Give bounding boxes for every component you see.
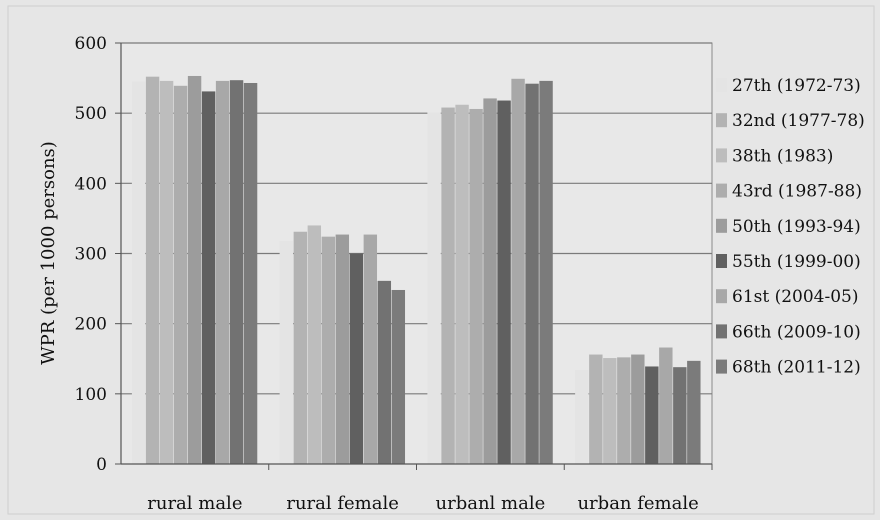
bar bbox=[617, 357, 631, 464]
bar bbox=[511, 78, 525, 464]
legend-entry[interactable]: 66th (2009-10) bbox=[732, 322, 861, 342]
x-category-labels: rural male rural female urbanl male urban f… bbox=[147, 493, 699, 514]
bar bbox=[173, 85, 188, 464]
bar bbox=[159, 80, 174, 464]
legend-entry[interactable]: 68th (2011-12) bbox=[732, 358, 861, 378]
legend-swatch bbox=[716, 359, 727, 374]
bar bbox=[575, 369, 589, 464]
y-tick-label: 0 bbox=[96, 455, 107, 475]
legend-entry[interactable]: 50th (1993-94) bbox=[732, 217, 861, 237]
axes bbox=[115, 42, 713, 470]
legend-swatch bbox=[716, 218, 727, 233]
legend-entry[interactable]: 32nd (1977-78) bbox=[732, 111, 865, 131]
bar bbox=[525, 83, 539, 465]
legend-swatch bbox=[716, 183, 727, 198]
bar bbox=[321, 236, 336, 464]
legend-swatch bbox=[716, 289, 727, 304]
legend-entry[interactable]: 43rd (1987-88) bbox=[732, 182, 862, 202]
y-tick-label: 600 bbox=[75, 34, 107, 54]
bar bbox=[307, 225, 322, 464]
bar bbox=[659, 347, 673, 464]
plot-area-frame bbox=[7, 5, 875, 515]
legend-swatch bbox=[716, 78, 727, 92]
x-category-label: rural female bbox=[286, 493, 399, 514]
bar bbox=[441, 107, 455, 464]
bar bbox=[243, 82, 258, 465]
x-category-label: urbanl male bbox=[436, 493, 546, 514]
legend-swatch bbox=[716, 148, 727, 163]
legend-swatch bbox=[716, 324, 727, 339]
legend[interactable]: 27th (1972-73) 32nd (1977-78) 38th (1983) 4… bbox=[716, 76, 865, 378]
legend-entry[interactable]: 61st (2004-05) bbox=[732, 287, 859, 307]
bar bbox=[687, 360, 701, 464]
y-tick-label: 300 bbox=[75, 245, 107, 265]
bar bbox=[603, 358, 617, 464]
bar bbox=[215, 80, 230, 464]
bar bbox=[279, 240, 294, 464]
legend-entry[interactable]: 27th (1972-73) bbox=[732, 76, 861, 96]
bar bbox=[645, 366, 659, 464]
legend-swatch bbox=[716, 254, 727, 268]
legend-entry[interactable]: 55th (1999-00) bbox=[732, 252, 861, 272]
bar bbox=[131, 81, 146, 464]
bar bbox=[427, 112, 441, 464]
bar bbox=[363, 234, 378, 464]
bar bbox=[229, 80, 244, 465]
y-tick-label: 100 bbox=[75, 385, 107, 405]
bar bbox=[187, 75, 202, 464]
bar bbox=[631, 354, 645, 464]
y-tick-label: 500 bbox=[75, 104, 107, 124]
bar bbox=[377, 280, 392, 464]
bar bbox=[455, 104, 469, 464]
bar bbox=[539, 80, 553, 464]
legend-swatch bbox=[716, 113, 727, 128]
bar bbox=[391, 289, 406, 464]
bar bbox=[349, 253, 364, 464]
bar bbox=[293, 231, 308, 464]
bar bbox=[201, 91, 216, 464]
bar bbox=[483, 98, 497, 464]
bar bbox=[673, 367, 687, 464]
bar bbox=[497, 100, 511, 464]
y-tick-label: 400 bbox=[75, 174, 107, 194]
y-tick-label: 200 bbox=[75, 315, 107, 335]
bar bbox=[589, 354, 603, 464]
bars bbox=[131, 75, 701, 465]
bar bbox=[335, 234, 350, 464]
y-axis-label: WPR (per 1000 persons) bbox=[38, 141, 59, 365]
x-category-label: rural male bbox=[147, 493, 242, 514]
y-tick-labels: 0 100 200 300 400 500 600 bbox=[75, 34, 107, 475]
bar bbox=[469, 108, 483, 464]
x-category-label: urban female bbox=[577, 493, 698, 514]
bar bbox=[145, 76, 160, 465]
legend-entry[interactable]: 38th (1983) bbox=[732, 146, 833, 166]
